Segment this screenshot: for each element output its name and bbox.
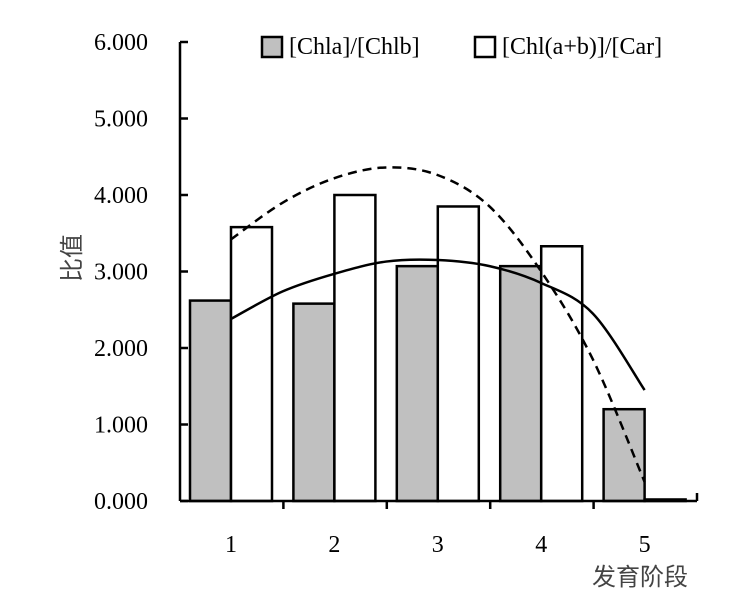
y-tick-label: 3.000 [94,260,148,286]
x-tick-label: 5 [639,532,651,558]
bar-s2-2 [333,193,377,503]
y-tick-label: 0.000 [94,489,148,515]
bar-s1-1 [188,299,233,503]
y-tick-label: 5.000 [94,107,148,133]
x-tick-label: 2 [328,532,340,558]
bar-s1-4 [498,264,543,503]
bar-s1-2 [292,302,336,503]
legend-label-2: [Chl(a+b)]/[Car] [502,34,662,60]
x-tick-label: 4 [535,532,547,558]
bar-s2-1 [229,225,274,503]
y-tick-label: 2.000 [94,336,148,362]
x-axis-title: 发育阶段 [592,563,688,591]
x-tick-label: 3 [432,532,444,558]
bar-s1-3 [395,264,440,503]
legend-swatch-2 [473,35,497,59]
trendlines-layer [230,166,646,483]
bar-s1-5 [602,407,646,503]
bar-s2-3 [436,205,481,503]
trendline-1 [230,258,646,391]
y-tick-label: 4.000 [94,183,148,209]
y-axis-title: 比值 [58,234,86,282]
x-tick-label: 1 [225,532,237,558]
bar-s2-4 [539,245,584,503]
bars-layer [188,193,687,503]
trendline-2 [230,166,646,483]
legend-label-1: [Chla]/[Chlb] [289,34,420,60]
y-tick-label: 1.000 [94,413,148,439]
legend: [Chla]/[Chlb] [Chl(a+b)]/[Car] [260,34,662,60]
y-tick-label: 6.000 [94,30,148,56]
legend-swatch-1 [260,35,284,59]
axes-layer: 0.000 1.000 2.000 3.000 4.000 5.000 6.000 1 2 3 4 5 [94,30,699,558]
